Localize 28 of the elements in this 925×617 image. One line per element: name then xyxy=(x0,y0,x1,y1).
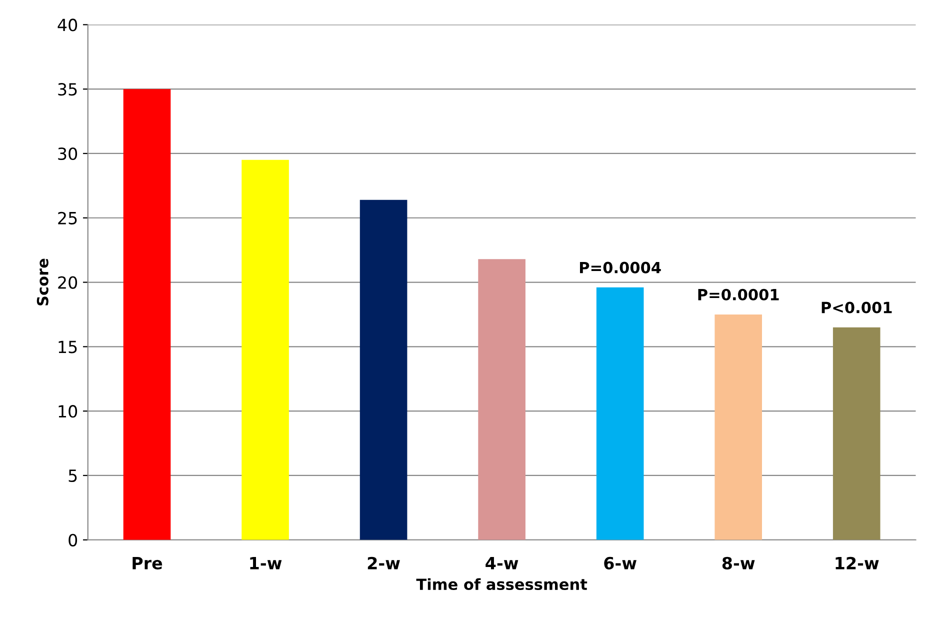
bar xyxy=(123,89,171,540)
x-tick-label: 4-w xyxy=(486,557,518,570)
y-tick-label: 25 xyxy=(58,212,77,224)
y-tick-label: 30 xyxy=(58,147,78,160)
y-tick-label: 0 xyxy=(68,534,78,546)
y-tick-label: 15 xyxy=(58,340,77,354)
y-tick-label: 10 xyxy=(58,405,78,418)
y-tick-label: 35 xyxy=(58,83,77,96)
bar xyxy=(360,200,408,540)
x-tick-label: 6-w xyxy=(604,556,636,570)
bar xyxy=(596,287,644,540)
y-tick-label: 40 xyxy=(58,18,78,32)
x-tick-label: 1-w xyxy=(250,557,282,570)
annotation: P=0.0001 xyxy=(698,288,779,300)
bar xyxy=(242,160,289,540)
bar xyxy=(478,259,526,540)
annotation: P<0.001 xyxy=(822,302,892,314)
y-tick-label: 20 xyxy=(58,276,78,289)
bar xyxy=(714,314,762,540)
x-axis-title: Time of assessment xyxy=(416,578,588,590)
x-tick-label: 12-w xyxy=(836,556,879,570)
annotation: P=0.0004 xyxy=(580,262,661,274)
x-tick-label: 2-w xyxy=(368,556,400,570)
x-tick-label: Pre xyxy=(132,557,162,570)
x-tick-label: 8-w xyxy=(722,556,755,570)
y-axis-title: Score xyxy=(36,258,48,306)
bar xyxy=(832,327,880,540)
y-tick-label: 5 xyxy=(68,470,77,482)
